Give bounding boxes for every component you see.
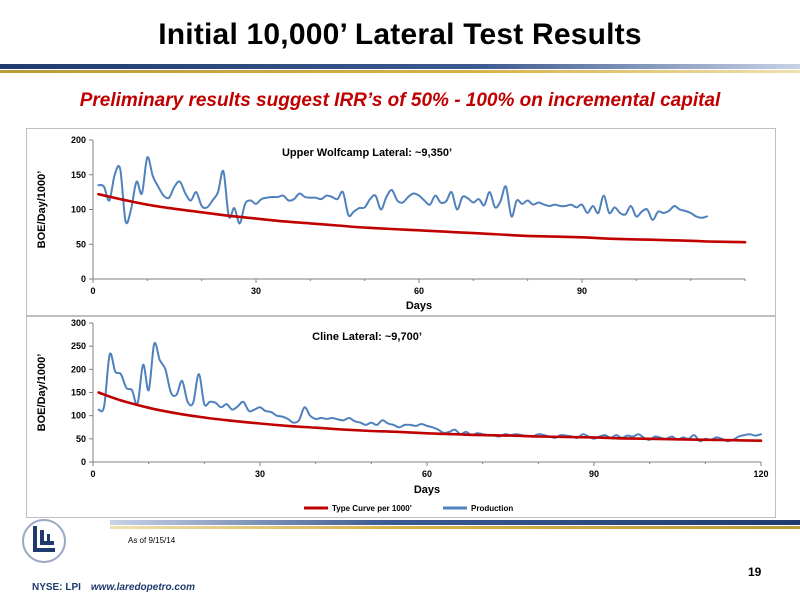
legend-production-label: Production xyxy=(471,504,513,513)
y-tick-label: 50 xyxy=(76,434,86,444)
company-logo xyxy=(22,519,66,563)
ticker-symbol: NYSE: LPI xyxy=(32,582,81,593)
y-tick-label: 150 xyxy=(71,388,86,398)
type-curve-line xyxy=(97,391,763,442)
chart-upper-wolfcamp: 0 50 100 150 200 0 30 60 90 BOE/Day/1000’ Days Uppe… xyxy=(26,128,776,316)
y-tick-label: 200 xyxy=(71,364,86,374)
page-number: 19 xyxy=(748,565,762,579)
chart-annotation: Cline Lateral: ~9,700’ xyxy=(312,331,422,343)
chart-cline-svg: 0 50 100 150 200 250 300 0 30 60 90 120 BOE/Day/1000… xyxy=(36,318,769,513)
x-tick-label: 120 xyxy=(753,469,768,479)
x-tick-label: 0 xyxy=(90,469,95,479)
footer-band-gold xyxy=(110,526,800,529)
x-tick-label: 90 xyxy=(577,286,587,296)
y-tick-label: 100 xyxy=(71,411,86,421)
x-tick-label: 60 xyxy=(414,286,424,296)
x-tick-label: 90 xyxy=(589,469,599,479)
as-of-date: As of 9/15/14 xyxy=(128,536,176,545)
y-axis-label: BOE/Day/1000’ xyxy=(36,171,48,249)
chart-upper-wolfcamp-svg: 0 50 100 150 200 0 30 60 90 BOE/Day/1000’ Days Uppe… xyxy=(36,135,747,312)
y-tick-label: 150 xyxy=(71,170,86,180)
x-tick-label: 30 xyxy=(255,469,265,479)
y-axis-label: BOE/Day/1000’ xyxy=(36,354,48,432)
website-link[interactable]: www.laredopetro.com xyxy=(90,582,195,593)
legend-type-curve-label: Type Curve per 1000’ xyxy=(332,504,412,513)
y-tick-label: 0 xyxy=(81,457,86,467)
x-tick-label: 60 xyxy=(422,469,432,479)
title-band-gold xyxy=(0,70,800,73)
production-line xyxy=(97,156,708,225)
x-tick-label: 30 xyxy=(251,286,261,296)
x-axis-label: Days xyxy=(406,300,432,312)
chart-annotation: Upper Wolfcamp Lateral: ~9,350’ xyxy=(282,147,452,159)
y-tick-label: 0 xyxy=(81,274,86,284)
y-tick-label: 100 xyxy=(71,205,86,215)
production-line xyxy=(97,341,762,443)
slide-title: Initial 10,000’ Lateral Test Results xyxy=(158,18,642,51)
y-tick-label: 300 xyxy=(71,318,86,328)
footer-band-navy xyxy=(110,520,800,525)
footer: NYSE: LPI www.laredopetro.com xyxy=(32,582,195,593)
slide-subtitle: Preliminary results suggest IRR’s of 50%… xyxy=(79,90,721,111)
y-tick-label: 50 xyxy=(76,239,86,249)
x-tick-label: 0 xyxy=(90,286,95,296)
chart-cline: 0 50 100 150 200 250 300 0 30 60 90 120 BOE/Day/1000… xyxy=(26,316,776,518)
type-curve-line xyxy=(97,192,747,244)
y-tick-label: 200 xyxy=(71,135,86,145)
title-band-navy xyxy=(0,64,800,69)
y-tick-label: 250 xyxy=(71,341,86,351)
x-axis-label: Days xyxy=(414,484,440,496)
